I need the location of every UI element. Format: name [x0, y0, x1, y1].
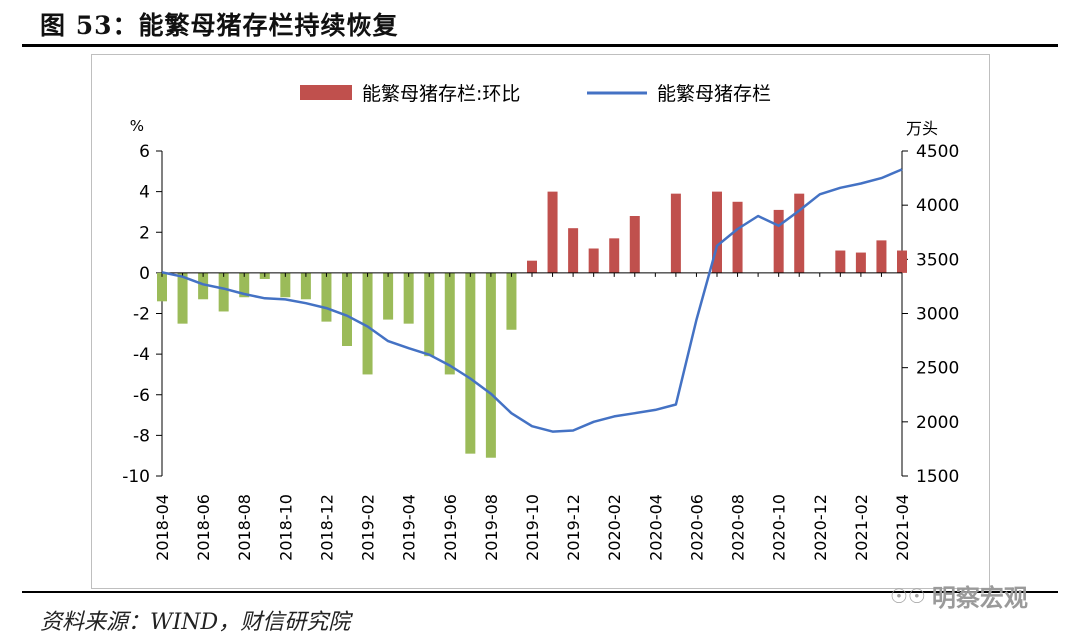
line-series-sow-inventory	[161, 168, 903, 433]
bar-2019-05	[424, 272, 435, 357]
bar-2019-11	[547, 191, 558, 273]
bar-2018-05	[177, 272, 188, 324]
bar-2018-11	[300, 272, 311, 300]
x-tick-label: 2020-10	[770, 494, 789, 561]
legend-swatch-bar	[300, 85, 352, 100]
bar-2021-01	[835, 250, 846, 273]
bar-2018-12	[321, 272, 332, 322]
x-tick-label: 2020-08	[729, 494, 748, 561]
bar-2019-01	[342, 272, 352, 346]
x-tick-label: 2020-12	[811, 494, 830, 561]
right-axis-tick-label: 2500	[916, 359, 959, 379]
bar-2019-02	[362, 272, 373, 375]
chart-panel: 6 4 2 0 -2 -4 -6 -8 -10% 4500 4000 3500 3000 2500 2000…	[91, 54, 990, 589]
right-axis-tick-label: 1500	[916, 467, 959, 487]
x-tick-label: 2019-08	[482, 494, 501, 561]
bar-2019-12	[568, 228, 579, 273]
left-axis-tick-label: -2	[133, 305, 150, 325]
title-rule	[22, 44, 1058, 47]
right-axis-tick-label: 3500	[916, 250, 959, 270]
bar-2018-10	[280, 272, 291, 298]
bar-2019-03	[383, 272, 394, 320]
bar-2020-08	[732, 201, 743, 273]
x-tick-label: 2021-04	[893, 494, 912, 561]
legend-label-bar: 能繁母猪存栏:环比	[362, 83, 520, 105]
bar-2021-02	[855, 252, 866, 273]
bar-2020-10	[773, 209, 784, 273]
x-tick-label: 2019-10	[523, 494, 542, 561]
bar-2018-08	[239, 272, 250, 298]
bar-2018-07	[218, 272, 229, 312]
bar-2021-04	[897, 250, 907, 273]
x-tick-label: 2019-06	[441, 494, 460, 561]
bar-2020-03	[629, 216, 640, 273]
figure-title: 图 53：能繁母猪存栏持续恢复	[40, 11, 399, 40]
bar-2019-10	[527, 260, 537, 273]
x-tick-label: 2018-04	[153, 494, 172, 561]
left-axis-tick-label: 4	[139, 183, 150, 203]
x-tick-label: 2021-02	[852, 494, 871, 561]
x-tick-label: 2018-06	[194, 494, 213, 561]
source-note: 资料来源：WIND，财信研究院	[40, 610, 351, 635]
left-axis-tick-label: -4	[133, 345, 150, 365]
watermark-text: 明察宏观	[931, 584, 1028, 612]
bar-2019-09	[506, 272, 517, 330]
bar-2019-04	[403, 272, 414, 324]
wechat-icon: ☉☉	[890, 583, 926, 608]
right-axis-tick-label: 3000	[916, 305, 959, 325]
right-axis-tick-label: 4000	[916, 196, 959, 216]
legend-label-line: 能繁母猪存栏	[657, 83, 771, 105]
bar-2021-03	[876, 240, 887, 273]
left-axis-unit: %	[130, 117, 144, 135]
bar-2020-01	[588, 248, 599, 273]
x-tick-label: 2020-02	[605, 494, 624, 561]
x-tick-label: 2020-04	[646, 494, 665, 561]
bar-2019-07	[465, 272, 476, 454]
left-axis-tick-label: 0	[139, 264, 150, 284]
bar-2020-05	[670, 193, 681, 273]
x-tick-label: 2019-04	[400, 494, 419, 561]
watermark: ☉☉ 明察宏观	[890, 578, 1028, 613]
x-tick-label: 2018-12	[317, 494, 336, 561]
left-axis-tick-label: 2	[139, 223, 150, 243]
source-rule	[22, 591, 1058, 593]
x-tick-label: 2018-10	[276, 494, 295, 561]
bar-2018-06	[198, 272, 209, 300]
bar-2020-07	[712, 191, 722, 273]
chart-svg: 6 4 2 0 -2 -4 -6 -8 -10% 4500 4000 3500 3000 2500 2000…	[122, 83, 959, 561]
x-tick-label: 2019-12	[564, 494, 583, 561]
bar-2019-08	[485, 272, 496, 458]
left-axis-tick-label: -6	[133, 386, 150, 406]
bar-2020-02	[609, 238, 620, 273]
left-axis-tick-label: -8	[133, 426, 150, 446]
left-axis-tick-label: -10	[122, 467, 150, 487]
x-tick-label: 2019-02	[359, 494, 378, 561]
x-tick-label: 2020-06	[687, 494, 706, 561]
bar-2018-04	[157, 272, 167, 302]
bar-2019-06	[444, 272, 455, 375]
left-axis-tick-label: 6	[139, 142, 150, 162]
right-axis-tick-label: 4500	[916, 142, 959, 162]
right-axis-unit: 万头	[906, 119, 938, 138]
right-axis-tick-label: 2000	[916, 413, 959, 433]
x-tick-label: 2018-08	[235, 494, 254, 561]
bar-2020-11	[794, 193, 805, 273]
